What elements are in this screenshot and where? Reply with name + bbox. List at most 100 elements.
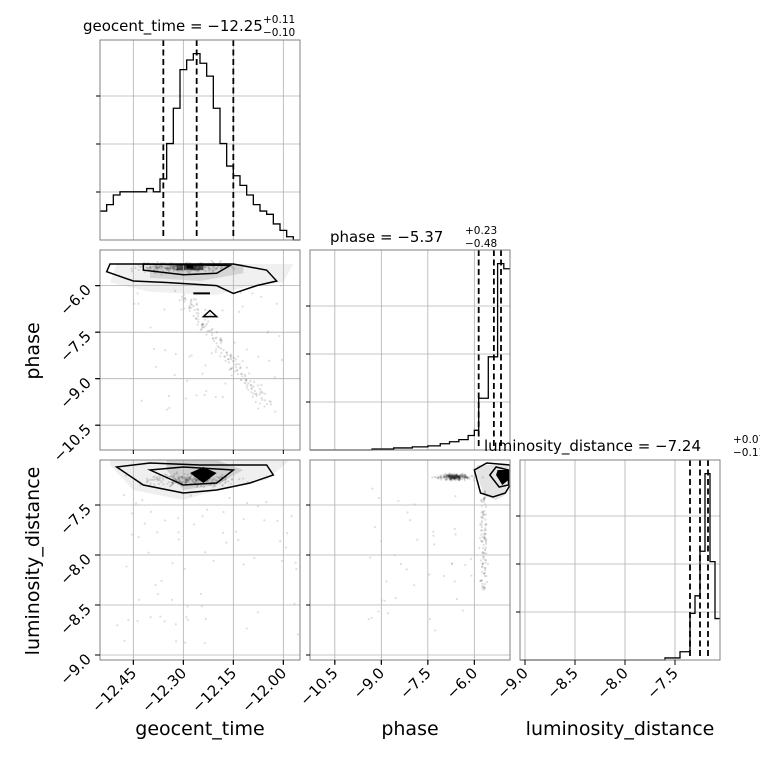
- sample-point: [186, 618, 190, 621]
- sample-point: [445, 478, 448, 481]
- sample-point: [212, 266, 215, 270]
- sample-point: [202, 266, 205, 269]
- sample-point: [198, 268, 201, 271]
- sample-point: [195, 477, 198, 480]
- sample-point: [169, 475, 172, 478]
- sample-point: [218, 346, 221, 349]
- sample-point: [268, 359, 271, 362]
- histogram-phase: [310, 262, 510, 451]
- x-tick-label-luminosity-distance: −7.5: [643, 664, 681, 702]
- sample-point: [192, 268, 196, 271]
- sample-point: [259, 391, 262, 394]
- sample-point: [160, 265, 163, 268]
- sample-point: [286, 532, 289, 535]
- sample-point: [485, 522, 488, 526]
- sample-point: [180, 266, 183, 269]
- sample-point: [163, 308, 166, 311]
- sample-point: [453, 580, 456, 583]
- sample-point: [183, 266, 186, 269]
- sample-point: [458, 476, 461, 479]
- sample-point: [456, 475, 460, 479]
- sample-point: [171, 265, 175, 268]
- sample-point: [184, 265, 187, 268]
- sample-point: [175, 268, 179, 271]
- sample-point: [448, 474, 451, 477]
- sample-point: [211, 328, 214, 331]
- sample-point: [448, 475, 451, 478]
- sample-point: [230, 374, 233, 377]
- sample-point: [450, 475, 454, 478]
- sample-point: [279, 540, 282, 543]
- sample-point: [154, 266, 158, 269]
- sample-point: [483, 510, 486, 513]
- sample-point: [245, 348, 248, 351]
- sample-point: [483, 513, 486, 517]
- sample-point: [452, 477, 455, 480]
- sample-point: [190, 303, 194, 306]
- sample-point: [206, 479, 209, 482]
- sample-point: [223, 355, 226, 358]
- frame-geocent-time: [99, 39, 301, 241]
- sample-point: [214, 267, 217, 270]
- sample-point: [224, 477, 227, 481]
- sample-point: [188, 270, 191, 274]
- sample-point: [198, 473, 201, 476]
- sample-point: [451, 476, 454, 480]
- sample-point: [228, 496, 231, 500]
- sample-point: [483, 491, 487, 494]
- sample-point: [483, 490, 487, 493]
- sample-point: [227, 357, 230, 361]
- sample-point: [237, 310, 241, 313]
- sample-point: [461, 609, 464, 612]
- sample-point: [204, 364, 207, 367]
- sample-point: [193, 477, 197, 480]
- sample-point: [444, 472, 447, 475]
- sample-point: [208, 269, 211, 272]
- sample-point: [130, 533, 133, 536]
- x-tick-label-phase: −6.0: [443, 664, 481, 702]
- sample-point: [192, 298, 196, 301]
- sample-point: [276, 519, 279, 522]
- sample-point: [202, 479, 205, 482]
- sample-point: [166, 267, 169, 270]
- sample-point: [454, 476, 457, 479]
- sample-point: [166, 268, 169, 271]
- sample-point: [153, 483, 156, 486]
- sample-point: [193, 476, 196, 479]
- contours-geocent-time-vs-luminosity-distance: [114, 462, 275, 494]
- sample-point: [455, 475, 458, 478]
- sample-point: [433, 543, 436, 546]
- sample-point: [485, 542, 488, 545]
- sample-point: [257, 407, 260, 410]
- sample-point: [454, 476, 457, 479]
- sample-point: [466, 476, 469, 479]
- sample-point: [444, 478, 447, 481]
- sample-point: [169, 484, 172, 487]
- sample-point: [214, 337, 217, 340]
- sample-point: [448, 474, 451, 477]
- sample-point: [196, 314, 200, 318]
- sample-point: [176, 265, 179, 269]
- sample-point: [180, 308, 183, 311]
- sample-point: [483, 537, 486, 540]
- sample-point: [200, 478, 204, 481]
- sample-point: [156, 531, 159, 534]
- sample-point: [164, 349, 167, 352]
- sample-point: [140, 399, 143, 402]
- sample-point: [224, 382, 227, 385]
- sample-point: [187, 477, 190, 480]
- x-tick-label-luminosity-distance: −8.0: [593, 664, 631, 702]
- sample-point: [197, 308, 200, 312]
- sample-point: [483, 571, 487, 574]
- sample-point: [451, 474, 454, 477]
- sample-point: [156, 260, 159, 264]
- sample-point: [197, 476, 201, 479]
- sample-point: [479, 579, 482, 582]
- sample-point: [169, 268, 173, 271]
- sample-point: [201, 323, 205, 326]
- sample-point: [161, 476, 164, 480]
- sample-point: [244, 378, 247, 382]
- sample-point: [446, 473, 449, 477]
- sample-point: [245, 386, 248, 389]
